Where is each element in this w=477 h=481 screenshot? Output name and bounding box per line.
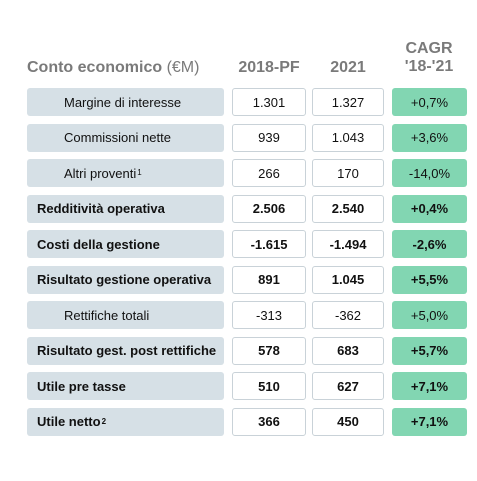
row-label-text: Margine di interesse	[64, 94, 182, 110]
row-label: Altri proventi 1	[27, 159, 224, 187]
row-label: Utile pre tasse	[27, 372, 224, 400]
value-cagr: +5,0%	[392, 301, 467, 329]
title-unit: (€M)	[166, 59, 200, 76]
value-2018: -313	[232, 301, 306, 329]
cagr-header-line2: '18-'21	[404, 58, 454, 75]
row-label-text: Utile netto	[37, 414, 101, 429]
table-row: Rettifiche totali -313 -362 +5,0%	[27, 301, 467, 329]
value-2021: 627	[312, 372, 384, 400]
value-cagr: +7,1%	[392, 407, 467, 436]
value-2021: -1.494	[312, 230, 384, 258]
value-2021: 1.043	[312, 123, 384, 152]
row-label: Utile netto 2	[27, 407, 224, 436]
table-row: Costi della gestione -1.615 -1.494 -2,6%	[27, 230, 467, 258]
table-body: Margine di interesse 1.301 1.327 +0,7% C…	[27, 88, 467, 443]
row-label: Risultato gest. post rettifiche	[27, 336, 224, 365]
row-label-text: Commissioni nette	[64, 130, 171, 145]
value-2018: 2.506	[232, 194, 306, 223]
value-cagr: +0,4%	[392, 194, 467, 223]
value-2021: 450	[312, 407, 384, 436]
row-label-text: Altri proventi	[64, 165, 137, 181]
value-2021: 1.327	[312, 88, 384, 116]
row-label-text: Utile pre tasse	[37, 378, 126, 394]
row-label: Margine di interesse	[27, 88, 224, 116]
value-cagr: +7,1%	[392, 372, 467, 400]
table-row: Altri proventi 1 266 170 -14,0%	[27, 159, 467, 187]
value-2018: 939	[232, 123, 306, 152]
value-2021: 1.045	[312, 265, 384, 294]
value-2021: 683	[312, 336, 384, 365]
value-2018: 891	[232, 265, 306, 294]
table-row: Risultato gestione operativa 891 1.045 +…	[27, 265, 467, 294]
row-label-text: Costi della gestione	[37, 236, 160, 252]
value-cagr: +3,6%	[392, 123, 467, 152]
column-header-2021: 2021	[330, 59, 366, 76]
table-row: Utile netto 2 366 450 +7,1%	[27, 407, 467, 436]
row-label: Risultato gestione operativa	[27, 265, 224, 294]
value-cagr: -14,0%	[392, 159, 467, 187]
table-row: Risultato gest. post rettifiche 578 683 …	[27, 336, 467, 365]
row-label-text: Redditività operativa	[37, 201, 165, 216]
value-cagr: +5,7%	[392, 336, 467, 365]
value-2018: 366	[232, 407, 306, 436]
table-row: Utile pre tasse 510 627 +7,1%	[27, 372, 467, 400]
table-title: Conto economico (€M)	[27, 59, 199, 77]
value-cagr: -2,6%	[392, 230, 467, 258]
row-label: Redditività operativa	[27, 194, 224, 223]
value-2018: 266	[232, 159, 306, 187]
value-2021: 170	[312, 159, 384, 187]
table-row: Margine di interesse 1.301 1.327 +0,7%	[27, 88, 467, 116]
column-header-2018: 2018-PF	[238, 59, 300, 76]
value-2021: -362	[312, 301, 384, 329]
row-label: Rettifiche totali	[27, 301, 224, 329]
value-2018: 1.301	[232, 88, 306, 116]
title-text: Conto economico	[27, 59, 163, 76]
value-2018: 578	[232, 336, 306, 365]
column-header-cagr: CAGR '18-'21	[392, 40, 466, 76]
value-cagr: +0,7%	[392, 88, 467, 116]
value-2018: 510	[232, 372, 306, 400]
value-2021: 2.540	[312, 194, 384, 223]
row-label: Commissioni nette	[27, 123, 224, 152]
row-label-text: Risultato gest. post rettifiche	[37, 343, 217, 358]
value-cagr: +5,5%	[392, 265, 467, 294]
table-row: Redditività operativa 2.506 2.540 +0,4%	[27, 194, 467, 223]
cagr-header-line1: CAGR	[405, 40, 453, 57]
row-label-text: Risultato gestione operativa	[37, 272, 212, 287]
value-2018: -1.615	[232, 230, 306, 258]
row-label: Costi della gestione	[27, 230, 224, 258]
table-row: Commissioni nette 939 1.043 +3,6%	[27, 123, 467, 152]
row-label-text: Rettifiche totali	[64, 307, 150, 323]
